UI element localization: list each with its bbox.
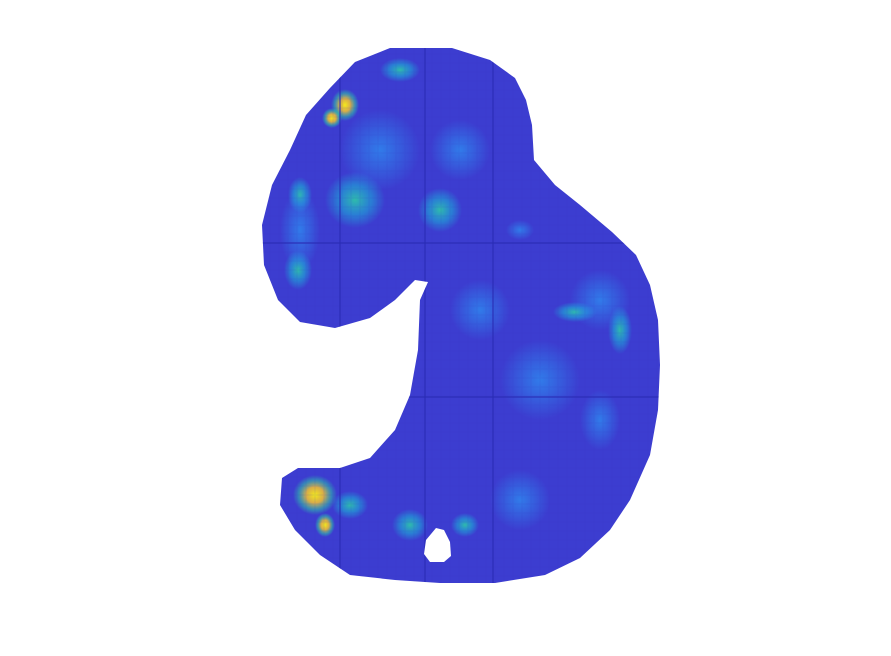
tissue-hole [424, 528, 451, 562]
